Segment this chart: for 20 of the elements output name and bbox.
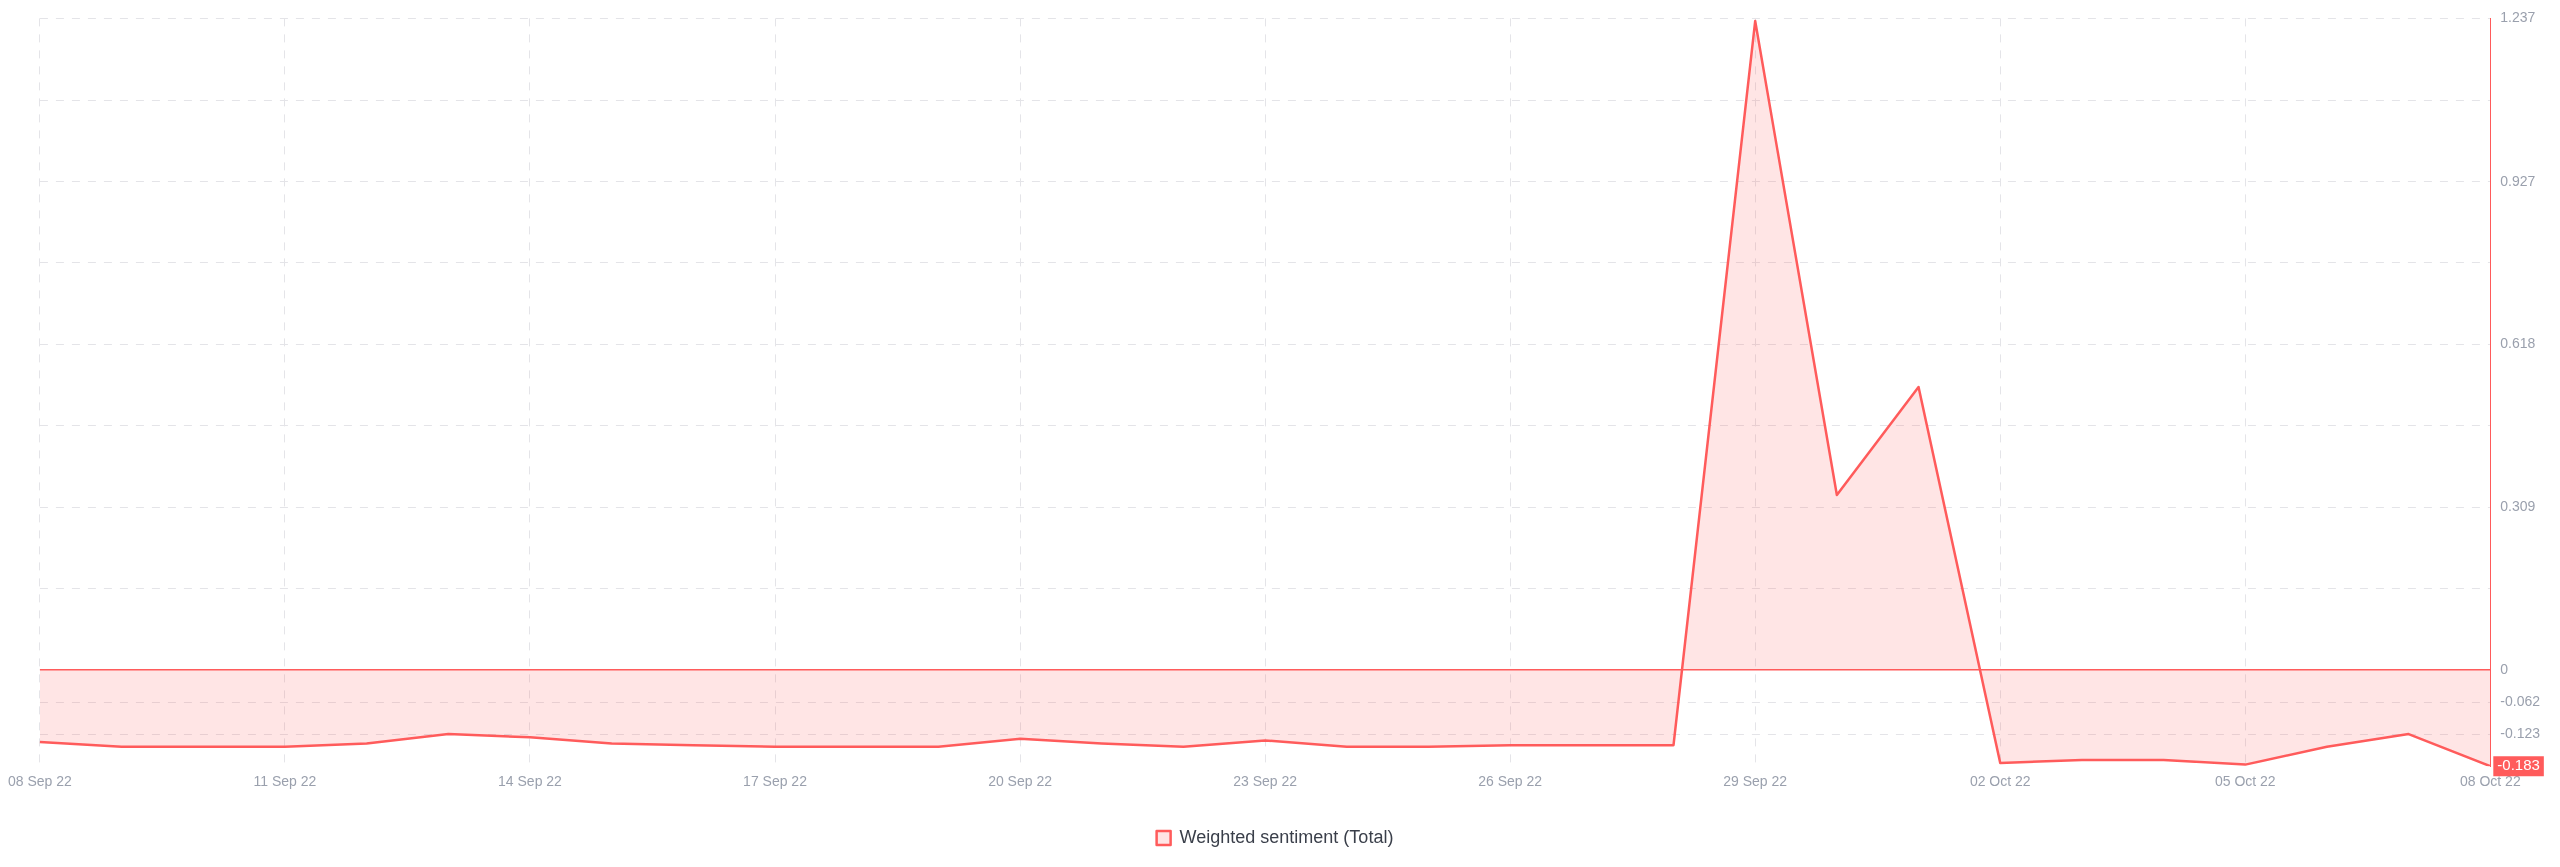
y-tick-label: 0.927	[2500, 172, 2536, 189]
y-tick-label: -0.123	[2500, 725, 2541, 742]
x-tick-label: 02 Oct 22	[1969, 773, 2031, 790]
x-tick-label: 20 Sep 22	[988, 773, 1053, 790]
y-tick-label: 0	[2500, 660, 2509, 677]
x-tick-label: 29 Sep 22	[1723, 773, 1788, 790]
x-tick-label: 26 Sep 22	[1478, 773, 1543, 790]
y-tick-label: 0.618	[2500, 335, 2536, 352]
x-tick-label: 17 Sep 22	[743, 773, 808, 790]
x-tick-label: 14 Sep 22	[498, 773, 563, 790]
x-tick-label: 08 Oct 22	[2459, 773, 2521, 790]
y-tick-label: 1.237	[2500, 9, 2536, 26]
legend-label: Weighted sentiment (Total)	[1179, 826, 1394, 847]
y-tick-label: -0.062	[2500, 693, 2541, 710]
y-tick-label: 0.309	[2500, 497, 2536, 514]
x-tick-label: 11 Sep 22	[253, 773, 317, 790]
data-label: -0.183	[2497, 756, 2540, 774]
x-tick-label: 08 Sep 22	[8, 773, 73, 790]
x-tick-label: 05 Oct 22	[2214, 773, 2276, 790]
x-tick-label: 23 Sep 22	[1233, 773, 1298, 790]
